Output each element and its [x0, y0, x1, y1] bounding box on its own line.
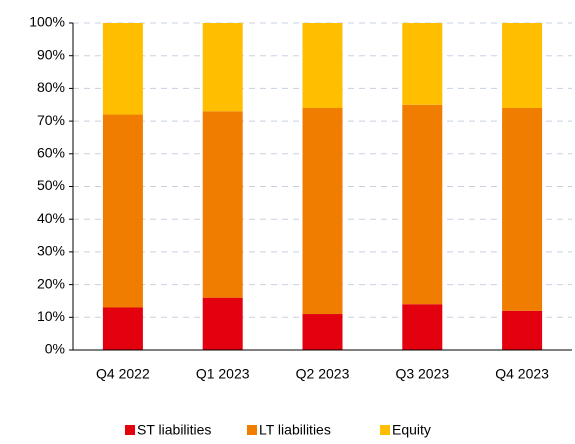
bar-segment	[502, 108, 543, 311]
y-tick-label: 30%	[37, 243, 65, 259]
bar-segment	[102, 307, 143, 350]
legend-swatch	[247, 425, 257, 435]
legend-swatch	[380, 425, 390, 435]
bar-segment	[302, 23, 343, 109]
bar-segment	[102, 23, 143, 115]
legend-label: ST liabilities	[137, 422, 211, 438]
bar-segment	[402, 304, 443, 350]
y-tick-label: 50%	[37, 177, 65, 193]
legend-label: LT liabilities	[259, 422, 331, 438]
x-tick-label: Q2 2023	[296, 366, 350, 382]
bar-segment	[202, 23, 243, 112]
y-tick-label: 80%	[37, 79, 65, 95]
bar-segment	[302, 108, 343, 315]
y-tick-label: 20%	[37, 275, 65, 291]
y-tick-label: 10%	[37, 308, 65, 324]
bar-segment	[302, 314, 343, 350]
x-tick-label: Q4 2022	[96, 366, 150, 382]
bar-segment	[502, 310, 543, 350]
x-tick-label: Q4 2023	[495, 366, 549, 382]
y-tick-label: 90%	[37, 46, 65, 62]
bar-segment	[402, 104, 443, 305]
y-tick-label: 60%	[37, 145, 65, 161]
bar-segment	[202, 111, 243, 298]
x-tick-label: Q1 2023	[196, 366, 250, 382]
legend-swatch	[125, 425, 135, 435]
bar-segment	[202, 297, 243, 350]
bar-segment	[102, 114, 143, 308]
y-tick-label: 40%	[37, 210, 65, 226]
y-tick-label: 100%	[29, 14, 65, 30]
y-tick-label: 70%	[37, 112, 65, 128]
legend-label: Equity	[392, 422, 431, 438]
bar-segment	[502, 23, 543, 109]
y-tick-label: 0%	[45, 341, 65, 357]
x-tick-label: Q3 2023	[395, 366, 449, 382]
bar-segment	[402, 23, 443, 105]
